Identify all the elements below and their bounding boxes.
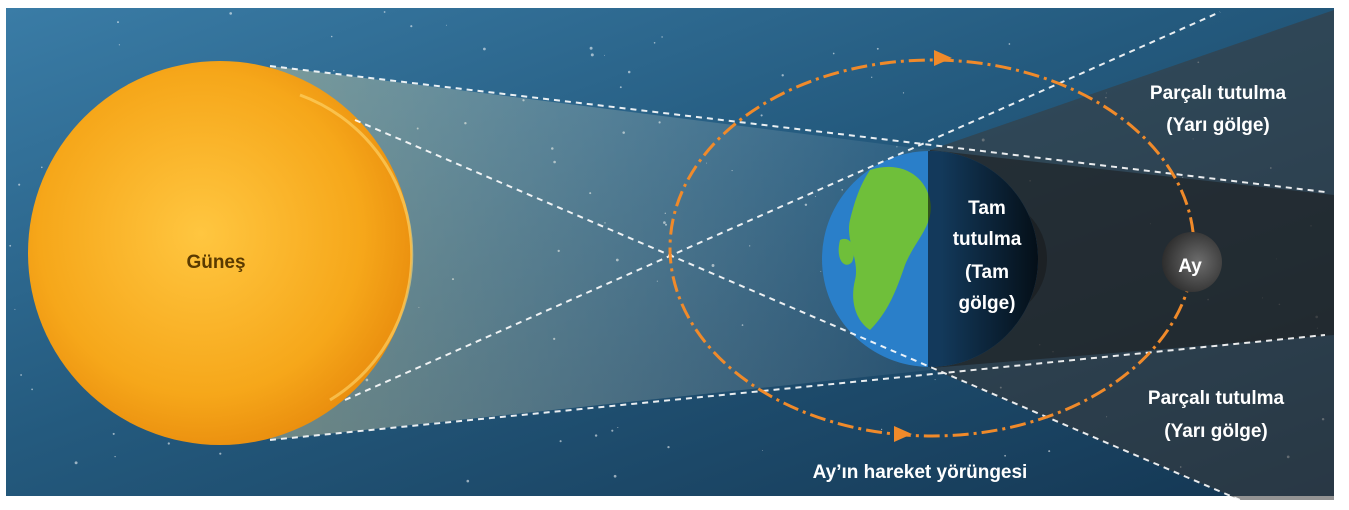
star — [781, 74, 784, 77]
star — [118, 44, 120, 46]
star — [383, 11, 386, 13]
star — [117, 21, 119, 24]
moon-label: Ay — [1178, 256, 1202, 277]
star — [1004, 454, 1006, 457]
svg-text:(Yarı gölge): (Yarı gölge) — [1164, 421, 1267, 442]
star — [1048, 450, 1051, 453]
orbit-label: Ay’ın hareket yörüngesi — [813, 462, 1028, 483]
star — [613, 474, 617, 478]
star — [589, 46, 593, 50]
star — [333, 69, 335, 72]
moon-icon — [1162, 232, 1222, 292]
star — [20, 374, 22, 376]
umbra-shadow — [930, 150, 1334, 368]
penumbra-bottom-label: Parçalı tutulma (Yarı gölge) — [1148, 388, 1285, 442]
star — [114, 455, 116, 458]
star — [18, 183, 21, 186]
star — [627, 70, 631, 74]
svg-text:tutulma: tutulma — [953, 229, 1022, 250]
star — [14, 308, 16, 310]
star — [112, 432, 115, 435]
star — [667, 445, 670, 449]
svg-text:Tam: Tam — [968, 198, 1006, 219]
star — [167, 442, 170, 445]
page-border-bottom — [0, 496, 1349, 510]
star — [559, 440, 562, 443]
penumbra-top-label: Parçalı tutulma (Yarı gölge) — [1150, 83, 1287, 136]
star — [74, 461, 78, 465]
star — [31, 388, 33, 391]
star — [330, 35, 333, 38]
star — [934, 379, 936, 381]
orbit-arrow-bottom — [894, 426, 912, 442]
star — [9, 244, 12, 247]
svg-text:Parçalı tutulma: Parçalı tutulma — [1150, 83, 1287, 104]
sunlight-cone — [270, 66, 930, 440]
star — [611, 429, 614, 432]
svg-text:(Yarı gölge): (Yarı gölge) — [1166, 115, 1269, 136]
star — [902, 92, 905, 94]
star — [876, 47, 879, 50]
sun-label: Güneş — [186, 252, 245, 273]
star — [229, 12, 233, 15]
star — [590, 53, 594, 57]
star — [893, 471, 897, 475]
orbit-arrow-top — [934, 50, 952, 66]
star — [445, 24, 447, 26]
svg-text:Parçalı tutulma: Parçalı tutulma — [1148, 388, 1285, 409]
star — [661, 36, 663, 38]
star — [762, 450, 764, 451]
star — [594, 434, 598, 437]
star — [871, 76, 873, 78]
star — [604, 54, 605, 56]
star — [653, 42, 656, 44]
star — [832, 52, 835, 55]
star — [41, 166, 43, 169]
umbra-label: Tam tutulma (Tam gölge) — [953, 198, 1022, 314]
star — [410, 25, 413, 28]
star — [1008, 43, 1011, 45]
svg-text:gölge): gölge) — [959, 293, 1016, 314]
star — [617, 426, 619, 429]
star — [880, 428, 883, 431]
star — [466, 479, 470, 483]
star — [619, 86, 622, 89]
star — [483, 47, 486, 51]
svg-text:(Tam: (Tam — [965, 262, 1009, 283]
star — [760, 114, 763, 117]
star — [219, 452, 222, 455]
sun-icon — [28, 61, 414, 445]
